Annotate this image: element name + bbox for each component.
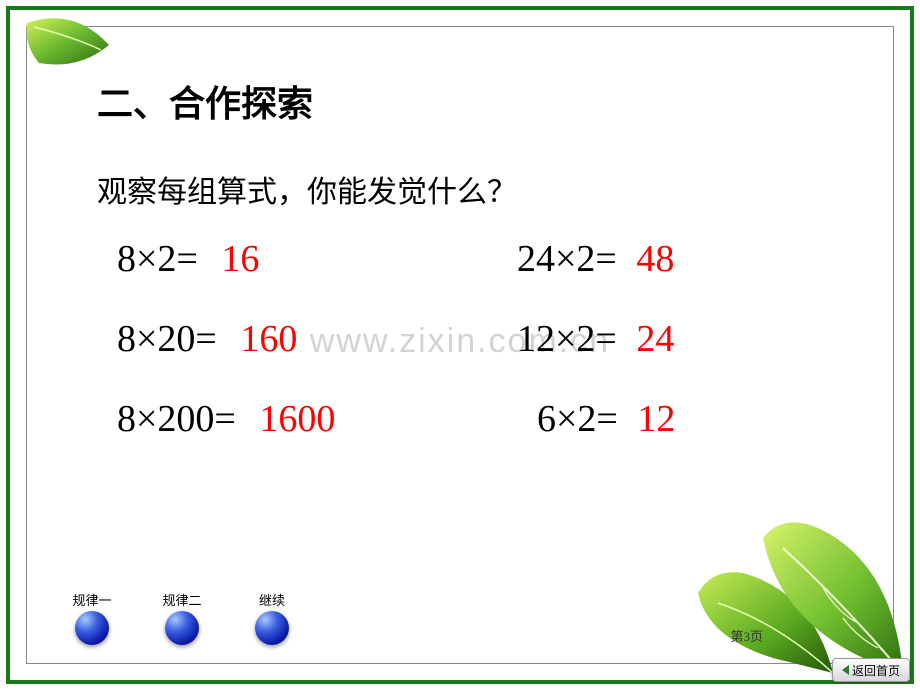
blue-ball-icon [255, 611, 289, 645]
equation-answer: 160 [240, 318, 297, 360]
subtitle: 观察每组算式，你能发觉什么？ [97, 167, 517, 211]
equation-right-1: 24×2= 48 [517, 237, 674, 281]
section-title: 二、合作探索 [97, 75, 313, 127]
arrow-left-icon [842, 665, 849, 675]
home-button-label: 返回首页 [852, 662, 900, 679]
nav-label: 规律一 [57, 590, 127, 609]
equation-expr: 12×2= [517, 318, 617, 360]
equation-expr: 6×2= [537, 398, 618, 440]
equation-right-2: 12×2= 24 [517, 317, 674, 361]
nav-label: 继续 [237, 590, 307, 609]
equation-answer: 1600 [259, 398, 335, 440]
page-number: 第3页 [730, 626, 763, 645]
equation-expr: 24×2= [517, 238, 617, 280]
equation-answer: 24 [636, 318, 674, 360]
nav-button-rule1[interactable]: 规律一 [57, 590, 127, 645]
equation-answer: 16 [221, 238, 259, 280]
equation-expr: 8×2= [117, 238, 198, 280]
nav-button-rule2[interactable]: 规律二 [147, 590, 217, 645]
equation-right-3: 6×2= 12 [537, 397, 675, 441]
equation-left-2: 8×20= 160 [117, 317, 297, 361]
equation-answer: 12 [637, 398, 675, 440]
equation-left-3: 8×200= 1600 [117, 397, 335, 441]
equation-left-1: 8×2= 16 [117, 237, 259, 281]
blue-ball-icon [75, 611, 109, 645]
home-button[interactable]: 返回首页 [832, 658, 910, 682]
leaves-bottom-right-icon [683, 473, 903, 673]
equation-answer: 48 [636, 238, 674, 280]
nav-button-continue[interactable]: 继续 [237, 590, 307, 645]
inner-frame: 二、合作探索 观察每组算式，你能发觉什么？ www.zixin.com.cn 8… [26, 26, 894, 664]
outer-frame: 二、合作探索 观察每组算式，你能发觉什么？ www.zixin.com.cn 8… [6, 6, 914, 684]
equation-expr: 8×200= [117, 398, 236, 440]
blue-ball-icon [165, 611, 199, 645]
nav-label: 规律二 [147, 590, 217, 609]
equation-expr: 8×20= [117, 318, 217, 360]
